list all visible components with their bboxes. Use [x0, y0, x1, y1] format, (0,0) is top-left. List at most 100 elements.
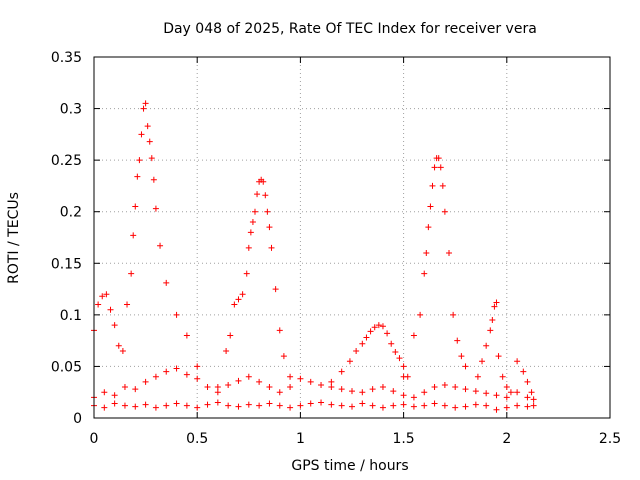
data-point — [223, 347, 230, 354]
data-point — [514, 402, 521, 409]
data-point — [446, 249, 453, 256]
data-point — [318, 399, 325, 406]
data-point — [427, 203, 434, 210]
data-point — [235, 377, 242, 384]
data-point — [439, 182, 446, 189]
data-point — [243, 270, 250, 277]
data-point — [400, 392, 407, 399]
data-point — [349, 388, 355, 395]
data-point — [431, 400, 438, 407]
data-points — [91, 100, 537, 413]
y-tick-label: 0.2 — [60, 205, 82, 221]
data-point — [479, 358, 486, 365]
y-tick-label: 0.1 — [60, 308, 82, 324]
data-point — [421, 270, 428, 277]
data-point — [225, 402, 232, 409]
data-point — [239, 291, 246, 298]
data-point — [256, 402, 263, 409]
data-point — [183, 332, 190, 339]
data-point — [307, 400, 314, 407]
data-point — [349, 403, 355, 410]
data-point — [493, 299, 500, 306]
data-point — [107, 306, 114, 313]
data-point — [121, 384, 128, 391]
data-point — [474, 373, 481, 380]
data-point — [142, 401, 149, 408]
data-point — [142, 100, 149, 107]
data-point — [328, 384, 335, 391]
data-point — [390, 388, 397, 395]
data-point — [227, 332, 234, 339]
data-point — [204, 384, 211, 391]
data-point — [183, 371, 190, 378]
x-tick-label: 0.5 — [186, 431, 208, 447]
data-point — [499, 373, 506, 380]
data-point — [328, 378, 335, 385]
plot-frame — [93, 56, 611, 419]
y-tick-label: 0.3 — [60, 102, 82, 118]
data-point — [452, 404, 459, 411]
data-point — [493, 406, 500, 413]
data-point — [152, 373, 159, 380]
y-axis-label: ROTI / TECUs — [6, 192, 22, 284]
data-point — [140, 105, 147, 112]
data-point — [400, 363, 407, 370]
y-tick-labels: 0 0.05 0.1 0.15 0.2 0.25 0.3 0.35 — [51, 50, 82, 427]
data-point — [183, 402, 190, 409]
data-point — [404, 373, 411, 380]
data-point — [489, 317, 496, 324]
data-point — [276, 389, 283, 396]
data-point — [483, 390, 490, 397]
data-point — [514, 389, 521, 396]
data-point — [369, 402, 376, 409]
data-point — [410, 403, 417, 410]
x-axis-label: GPS time / hours — [291, 458, 408, 474]
data-point — [452, 384, 459, 391]
data-point — [264, 208, 271, 215]
data-point — [163, 402, 170, 409]
data-point — [272, 286, 279, 293]
data-point — [458, 353, 465, 360]
x-tick-label: 1 — [296, 431, 305, 447]
data-point — [287, 384, 294, 391]
data-point — [152, 404, 159, 411]
data-point — [266, 400, 273, 407]
data-point — [483, 342, 490, 349]
data-point — [379, 404, 386, 411]
data-point — [132, 203, 139, 210]
x-tick-label: 2 — [502, 431, 511, 447]
data-point — [514, 358, 521, 365]
data-point — [95, 301, 102, 308]
data-point — [204, 401, 211, 408]
data-point — [157, 242, 164, 249]
data-point — [359, 340, 366, 347]
data-point — [280, 353, 287, 360]
data-point — [136, 157, 143, 164]
data-point — [437, 164, 444, 171]
data-point — [124, 301, 131, 308]
data-point — [266, 384, 273, 391]
data-point — [152, 205, 159, 212]
data-point — [251, 208, 258, 215]
data-point — [307, 378, 314, 385]
data-point — [297, 402, 304, 409]
data-point — [359, 389, 366, 396]
data-point — [379, 323, 386, 330]
data-point — [260, 178, 267, 185]
data-point — [392, 348, 399, 355]
data-point — [128, 270, 135, 277]
data-point — [163, 279, 170, 286]
y-tick-label: 0.25 — [51, 153, 82, 169]
data-point — [262, 192, 269, 199]
data-point — [493, 392, 500, 399]
data-point — [245, 244, 252, 251]
data-point — [462, 363, 469, 370]
data-point — [287, 373, 294, 380]
data-point — [132, 403, 139, 410]
data-point — [454, 337, 461, 344]
data-point — [491, 303, 498, 310]
data-point — [520, 368, 527, 375]
data-point — [115, 342, 122, 349]
data-point — [254, 191, 261, 198]
data-point — [231, 301, 238, 308]
